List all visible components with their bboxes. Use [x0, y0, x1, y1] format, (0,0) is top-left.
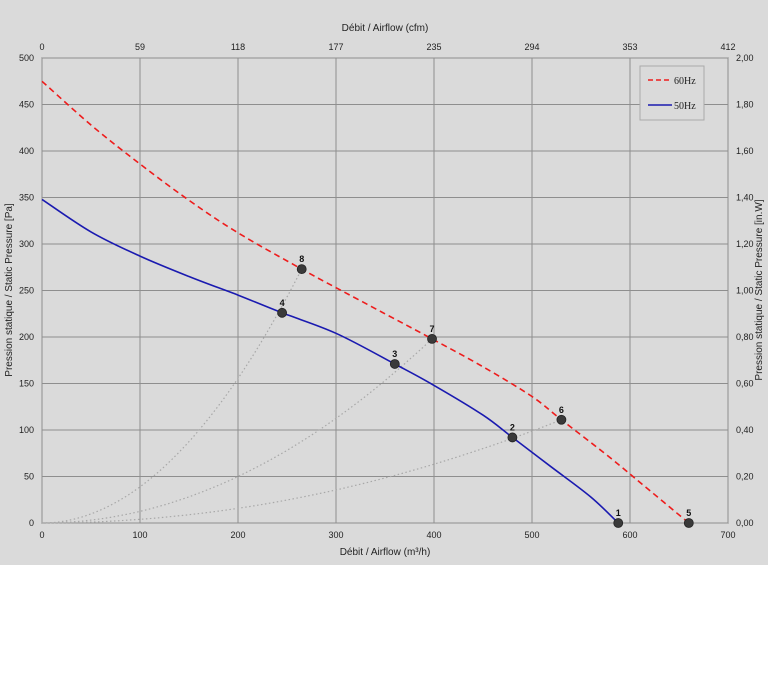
y-right-tick-label: 0,60: [736, 379, 754, 389]
operating-point-label: 1: [616, 508, 621, 518]
legend-label-60hz: 60Hz: [674, 76, 696, 87]
operating-point-label: 8: [299, 254, 304, 264]
grid-lines: [41, 57, 729, 524]
operating-point: [683, 518, 694, 528]
y-left-tick-label: 500: [19, 53, 34, 63]
y-left-tick-label: 50: [24, 472, 34, 482]
x-bottom-tick-label: 400: [426, 530, 441, 540]
y-right-tick-label: 2,00: [736, 53, 754, 63]
operating-point: [556, 414, 567, 425]
x-bottom-tick-label: 600: [622, 530, 637, 540]
system-curve: [41, 419, 562, 524]
y-left-tick-label: 0: [29, 518, 34, 528]
operating-point: [389, 359, 400, 369]
x-top-tick-label: 0: [39, 42, 44, 52]
y-right-tick-label: 0,40: [736, 425, 754, 435]
x-bottom-tick-label: 0: [39, 530, 44, 540]
right-axis-title: Pression statique / Static Pressure [in.…: [754, 199, 765, 380]
system-curves: [41, 268, 562, 524]
y-right-tick-label: 1,40: [736, 193, 754, 203]
y-left-tick-label: 100: [19, 425, 34, 435]
operating-point: [613, 518, 624, 528]
y-right-tick-label: 0,80: [736, 332, 754, 342]
series-line-60hz: [41, 80, 690, 524]
system-curve: [41, 338, 433, 524]
y-right-tick-label: 1,20: [736, 239, 754, 249]
x-bottom-tick-label: 200: [230, 530, 245, 540]
x-bottom-tick-label: 300: [328, 530, 343, 540]
x-top-tick-label: 353: [622, 42, 637, 52]
y-right-tick-label: 1,60: [736, 146, 754, 156]
y-left-tick-label: 200: [19, 332, 34, 342]
legend-label-50hz: 50Hz: [674, 101, 696, 112]
x-top-tick-label: 177: [328, 42, 343, 52]
legend: 60Hz 50Hz: [639, 65, 705, 121]
x-bottom-tick-label: 100: [132, 530, 147, 540]
operating-point-label: 4: [280, 298, 285, 308]
operating-points: 1 2 3 4 5 6 7 8: [277, 254, 694, 528]
bottom-axis-title: Débit / Airflow (m³/h): [340, 547, 431, 558]
y-right-tick-label: 0,20: [736, 472, 754, 482]
operating-point: [427, 333, 437, 344]
x-bottom-tick-label: 700: [720, 530, 735, 540]
operating-point-label: 3: [392, 349, 397, 359]
operating-point: [277, 307, 288, 318]
x-top-tick-label: 59: [135, 42, 145, 52]
y-left-tick-label: 400: [19, 146, 34, 156]
legend-box: [639, 65, 705, 121]
left-axis-title: Pression statique / Static Pressure [Pa]: [4, 203, 15, 377]
operating-point-label: 6: [559, 405, 564, 415]
x-bottom-tick-label: 500: [524, 530, 539, 540]
y-left-tick-label: 150: [19, 379, 34, 389]
operating-point-label: 7: [430, 324, 435, 334]
operating-point: [507, 432, 518, 443]
y-right-tick-label: 0,00: [736, 518, 754, 528]
tick-labels: 0010059200118300177400235500294600353700…: [19, 42, 754, 540]
x-top-tick-label: 118: [231, 42, 245, 52]
operating-point-label: 5: [686, 508, 691, 518]
x-top-tick-label: 412: [720, 42, 735, 52]
y-left-tick-label: 250: [19, 286, 34, 296]
operating-point-label: 2: [510, 422, 515, 432]
y-right-tick-label: 1,00: [736, 286, 754, 296]
y-left-tick-label: 450: [19, 100, 34, 110]
series-line-50hz: [41, 198, 619, 524]
top-axis-title: Débit / Airflow (cfm): [342, 23, 429, 34]
y-right-tick-label: 1,80: [736, 100, 754, 110]
system-curve: [41, 268, 303, 524]
x-top-tick-label: 235: [426, 42, 441, 52]
x-top-tick-label: 294: [524, 42, 539, 52]
y-left-tick-label: 350: [19, 193, 34, 203]
series-lines: [41, 80, 690, 524]
y-left-tick-label: 300: [19, 239, 34, 249]
operating-point: [296, 264, 307, 275]
